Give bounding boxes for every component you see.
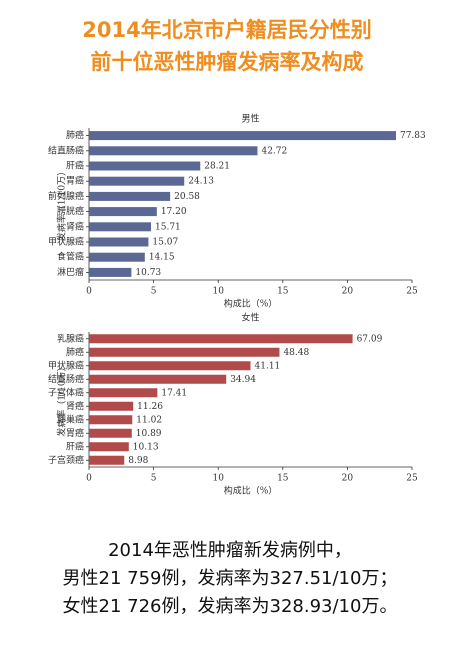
category-label: 肺癌 (66, 346, 84, 358)
x-tick-label: 25 (406, 287, 418, 297)
y-axis-label: 发病率（1/10万） (56, 362, 68, 436)
category-label: 肾癌 (66, 400, 84, 412)
bar (89, 428, 132, 438)
rate-label: 41.11 (255, 361, 281, 371)
bar (89, 191, 171, 201)
x-tick-label: 0 (86, 287, 92, 297)
x-tick-label: 0 (86, 474, 92, 484)
category-label: 肝癌 (66, 440, 84, 452)
category-label: 淋巴瘤 (57, 266, 84, 278)
x-tick-label: 10 (212, 287, 224, 297)
x-tick-label: 20 (342, 287, 354, 297)
rate-label: 17.20 (161, 207, 187, 217)
bar (89, 131, 396, 141)
x-tick-label: 15 (277, 474, 289, 484)
y-axis-label: 发病率（1/10万） (56, 167, 68, 241)
bar (89, 207, 157, 217)
category-label: 子宫颈癌 (48, 454, 84, 466)
rate-label: 14.15 (149, 253, 175, 263)
panel-title: 女性 (241, 312, 259, 324)
bar (89, 347, 280, 357)
x-axis-label: 构成比（%） (224, 485, 278, 497)
bar (89, 267, 132, 277)
category-label: 前列腺癌 (48, 190, 84, 202)
bar (89, 146, 258, 156)
category-label: 胃癌 (66, 427, 84, 439)
rate-label: 11.02 (136, 415, 162, 425)
x-tick-label: 5 (151, 474, 157, 484)
bar (89, 252, 145, 262)
x-tick-label: 20 (342, 474, 354, 484)
category-label: 肝癌 (66, 160, 84, 172)
bar (89, 334, 353, 344)
category-label: 子宫体癌 (48, 386, 84, 398)
category-label: 膀胱癌 (57, 205, 84, 217)
category-label: 胃癌 (66, 175, 84, 187)
rate-label: 10.89 (136, 429, 162, 439)
bar (89, 176, 185, 186)
rate-label: 34.94 (230, 375, 256, 385)
note: 女性21 726例，发病率为328.93/10万。 (63, 596, 398, 617)
category-label: 食管癌 (57, 251, 84, 263)
title: 2014年北京市户籍居民分性别 (82, 18, 371, 42)
x-tick-label: 5 (151, 287, 157, 297)
x-tick-label: 10 (212, 474, 224, 484)
category-label: 乳腺癌 (57, 332, 84, 344)
bar (89, 415, 133, 425)
category-label: 甲状腺癌 (48, 359, 84, 371)
rate-label: 15.71 (155, 222, 181, 232)
bar (89, 455, 125, 465)
rate-label: 15.07 (152, 238, 178, 248)
bar (89, 222, 152, 232)
category-label: 结直肠癌 (48, 373, 84, 385)
category-label: 甲状腺癌 (48, 236, 84, 248)
category-label: 卵巢癌 (57, 413, 84, 425)
note: 男性21 759例，发病率为327.51/10万； (63, 568, 398, 589)
rate-label: 67.09 (357, 334, 383, 344)
x-axis-label: 构成比（%） (224, 298, 278, 310)
rate-label: 77.83 (400, 131, 426, 141)
rate-label: 11.26 (137, 402, 163, 412)
bar (89, 401, 134, 411)
bar (89, 442, 129, 452)
rate-label: 20.58 (174, 192, 200, 202)
note: 2014年恶性肿瘤新发病例中， (108, 540, 352, 561)
bar (89, 374, 227, 384)
rate-label: 10.13 (133, 442, 159, 452)
title: 前十位恶性肿瘤发病率及构成 (91, 50, 364, 74)
rate-label: 42.72 (261, 146, 287, 156)
x-tick-label: 15 (277, 287, 289, 297)
rate-label: 10.73 (135, 268, 161, 278)
bar (89, 161, 201, 171)
bar (89, 237, 149, 247)
rate-label: 8.98 (128, 456, 148, 466)
rate-label: 48.48 (283, 348, 309, 358)
bar (89, 388, 158, 398)
category-label: 肺癌 (66, 129, 84, 141)
category-label: 肾癌 (66, 220, 84, 232)
rate-label: 17.41 (161, 388, 187, 398)
panel-title: 男性 (241, 113, 259, 125)
bar (89, 361, 251, 371)
rate-label: 24.13 (188, 177, 214, 187)
category-label: 结直肠癌 (48, 144, 84, 156)
x-tick-label: 25 (406, 474, 418, 484)
rate-label: 28.21 (204, 162, 230, 172)
